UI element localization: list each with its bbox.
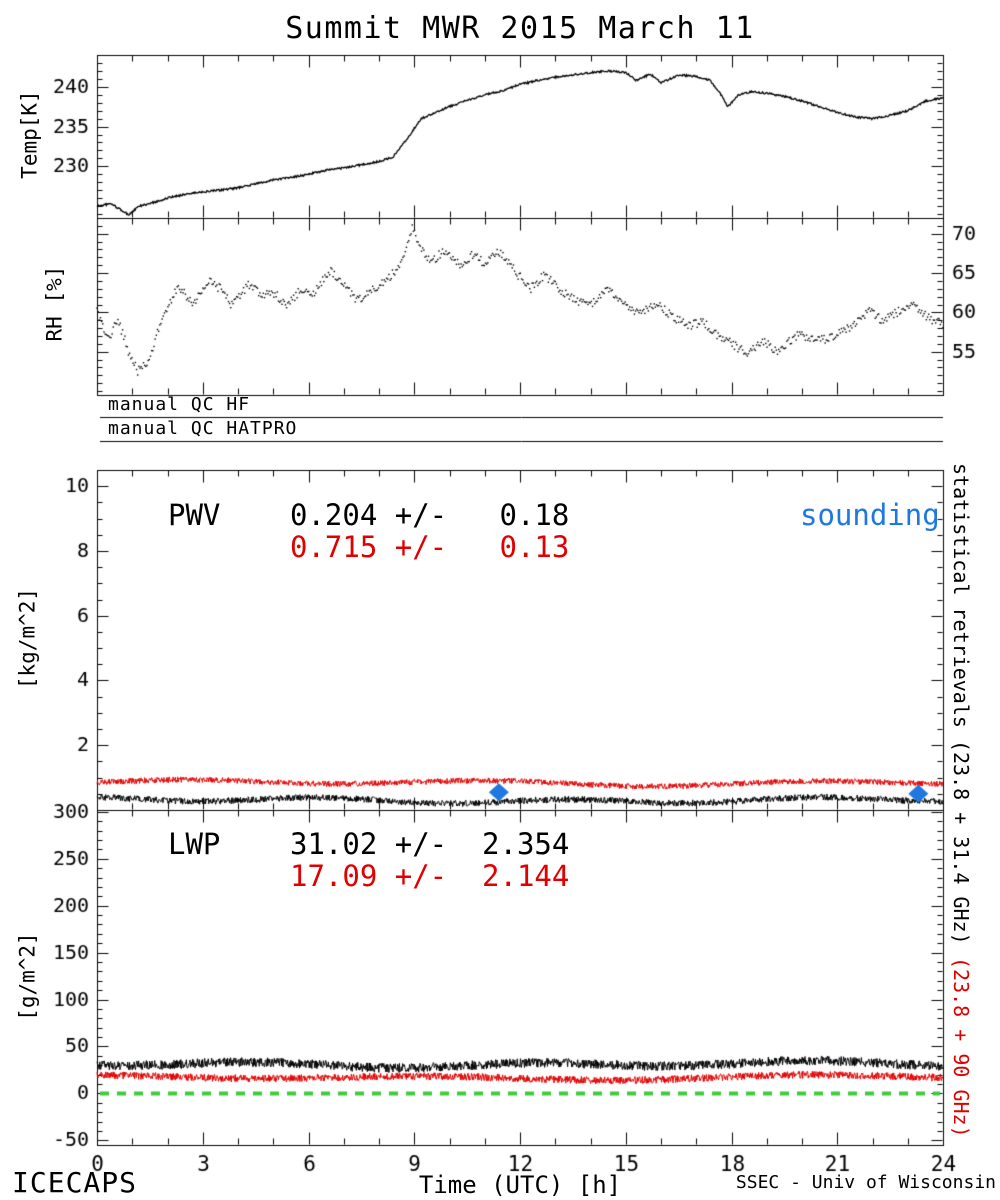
legend-black-text: statistical retrievals (23.8 + 31.4 GHz) [949,463,973,945]
credit-label: SSEC - Univ of Wisconsin [735,1172,996,1193]
lwp-stat-red: 17.09 +/- 2.144 [290,859,570,893]
qc-hf-label: manual QC HF [108,394,251,415]
x-axis-label: Time (UTC) [h] [418,1171,622,1199]
qc-hatpro-label: manual QC HATPRO [108,418,298,439]
pwv-axis-label: [kg/m^2] [15,587,40,690]
chart-title: Summit MWR 2015 March 11 [285,11,755,46]
lwp-label: LWP [168,827,221,861]
project-label: ICECAPS [12,1166,138,1199]
legend-red-text: (23.8 + 90 GHz) [949,956,973,1138]
pwv-stat-red: 0.715 +/- 0.13 [290,530,570,564]
pwv-label: PWV [168,498,221,532]
pwv-stat-black: 0.204 +/- 0.18 [290,498,570,532]
lwp-stat-black: 31.02 +/- 2.354 [290,827,570,861]
right-axis-legend: statistical retrievals (23.8 + 31.4 GHz)… [949,463,973,1193]
temp-axis-label: Temp[K] [17,90,42,179]
rh-axis-label: RH [%] [42,265,67,342]
sounding-label: sounding [800,498,940,532]
lwp-axis-label: [g/m^2] [15,932,40,1021]
